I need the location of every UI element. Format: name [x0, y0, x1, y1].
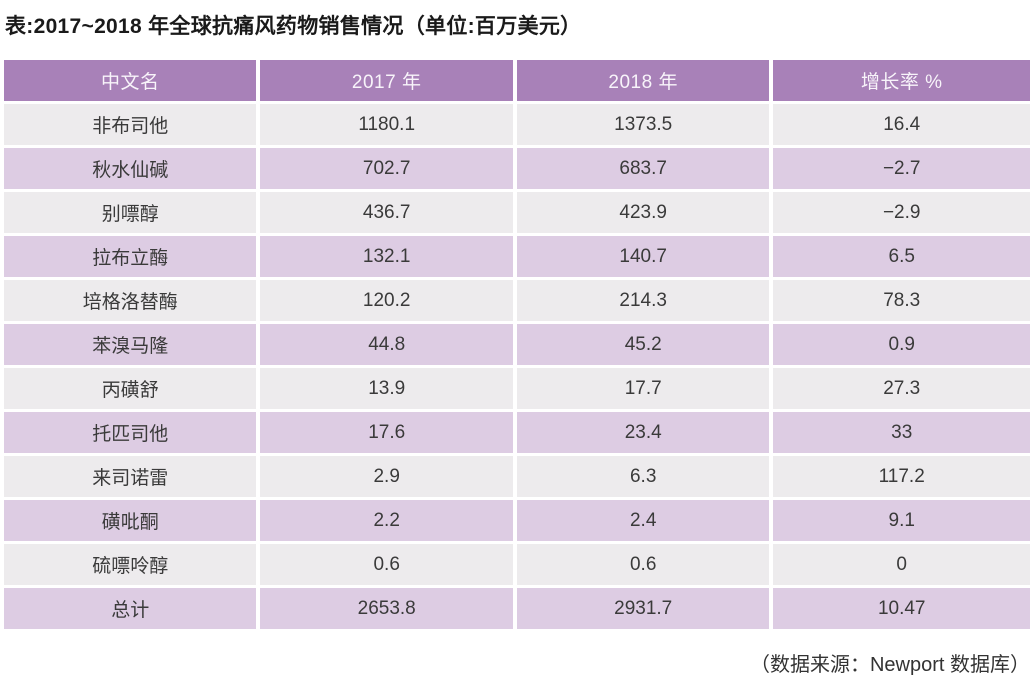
value-cell: 702.7	[258, 146, 517, 192]
value-cell: 27.3	[771, 366, 1030, 412]
table-row: 丙磺舒 13.9 17.7 27.3	[4, 366, 1030, 412]
value-cell: 10.47	[771, 586, 1030, 632]
table-row-total: 总计 2653.8 2931.7 10.47	[4, 586, 1030, 632]
value-cell: 16.4	[771, 102, 1030, 148]
value-cell: 1373.5	[514, 102, 774, 148]
value-cell: −2.7	[771, 146, 1030, 192]
drug-name-cell: 磺吡酮	[4, 498, 261, 544]
table-row: 别嘌醇 436.7 423.9 −2.9	[4, 190, 1030, 236]
table-row: 硫嘌呤醇 0.6 0.6 0	[4, 542, 1030, 588]
value-cell: 2931.7	[514, 586, 774, 632]
value-cell: 140.7	[514, 234, 774, 280]
value-cell: 2653.8	[258, 586, 517, 632]
drug-name-cell: 来司诺雷	[4, 454, 261, 500]
drug-name-cell: 培格洛替酶	[4, 278, 261, 324]
value-cell: 117.2	[771, 454, 1030, 500]
table-row: 秋水仙碱 702.7 683.7 −2.7	[4, 146, 1030, 192]
value-cell: 2.4	[514, 498, 774, 544]
table-row: 磺吡酮 2.2 2.4 9.1	[4, 498, 1030, 544]
value-cell: 17.7	[514, 366, 774, 412]
value-cell: 0	[771, 542, 1030, 588]
drug-name-cell: 苯溴马隆	[4, 322, 261, 368]
value-cell: 13.9	[258, 366, 517, 412]
drug-name-cell: 托匹司他	[4, 410, 261, 456]
value-cell: 132.1	[258, 234, 517, 280]
value-cell: 17.6	[258, 410, 517, 456]
value-cell: 120.2	[258, 278, 517, 324]
data-source: （数据来源：Newport 数据库）	[749, 654, 1030, 676]
value-cell: 44.8	[258, 322, 517, 368]
table-header-row: 中文名 2017 年 2018 年 增长率 %	[4, 60, 1030, 104]
table-row: 托匹司他 17.6 23.4 33	[4, 410, 1030, 456]
value-cell: 2.2	[258, 498, 517, 544]
value-cell: 6.5	[771, 234, 1030, 280]
value-cell: 2.9	[258, 454, 517, 500]
value-cell: 45.2	[514, 322, 774, 368]
value-cell: 78.3	[771, 278, 1030, 324]
drug-name-cell: 总计	[4, 586, 261, 632]
table-row: 来司诺雷 2.9 6.3 117.2	[4, 454, 1030, 500]
value-cell: 214.3	[514, 278, 774, 324]
value-cell: 0.6	[258, 542, 517, 588]
drug-name-cell: 别嘌醇	[4, 190, 261, 236]
table-body: 非布司他 1180.1 1373.5 16.4 秋水仙碱 702.7 683.7 −2.7 别嘌…	[4, 102, 1030, 632]
value-cell: 0.6	[514, 542, 774, 588]
value-cell: 436.7	[258, 190, 517, 236]
table-row: 培格洛替酶 120.2 214.3 78.3	[4, 278, 1030, 324]
drug-name-cell: 拉布立酶	[4, 234, 261, 280]
column-header-2018: 2018 年	[514, 60, 774, 104]
value-cell: 683.7	[514, 146, 774, 192]
drug-name-cell: 非布司他	[4, 102, 261, 148]
column-header-growth: 增长率 %	[771, 60, 1030, 104]
drug-name-cell: 硫嘌呤醇	[4, 542, 261, 588]
value-cell: 9.1	[771, 498, 1030, 544]
table-row: 拉布立酶 132.1 140.7 6.5	[4, 234, 1030, 280]
value-cell: 423.9	[514, 190, 774, 236]
value-cell: 0.9	[771, 322, 1030, 368]
value-cell: 23.4	[514, 410, 774, 456]
table-row: 非布司他 1180.1 1373.5 16.4	[4, 102, 1030, 148]
drug-name-cell: 丙磺舒	[4, 366, 261, 412]
column-header-2017: 2017 年	[258, 60, 517, 104]
value-cell: 6.3	[514, 454, 774, 500]
drug-name-cell: 秋水仙碱	[4, 146, 261, 192]
table-title: 表:2017~2018 年全球抗痛风药物销售情况（单位:百万美元）	[5, 15, 582, 38]
value-cell: 33	[771, 410, 1030, 456]
column-header-name: 中文名	[4, 60, 261, 104]
sales-table: 中文名 2017 年 2018 年 增长率 % 非布司他 1180.1 1373.5…	[4, 60, 1030, 632]
value-cell: 1180.1	[258, 102, 517, 148]
table-row: 苯溴马隆 44.8 45.2 0.9	[4, 322, 1030, 368]
value-cell: −2.9	[771, 190, 1030, 236]
